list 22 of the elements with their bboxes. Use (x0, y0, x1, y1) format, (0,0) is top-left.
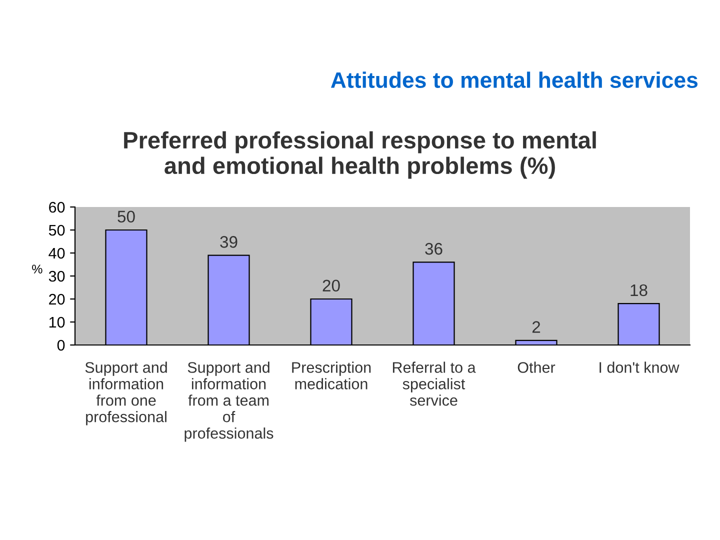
x-tick-label: Support and information from a team of professionals (184, 362, 274, 442)
chart-title: Preferred professional response to mental and emotional health problems (%) (124, 131, 596, 179)
chart-subtitle: Attitudes to mental health services (330, 72, 698, 88)
y-tick-label: 30 (48, 270, 65, 282)
x-tick-label: I don't know (600, 362, 680, 373)
y-tick-label: 0 (57, 340, 65, 351)
data-label: 50 (118, 210, 135, 223)
y-tick-label: 20 (49, 294, 65, 305)
x-tick-label: Referral to a specialist service (392, 362, 476, 406)
y-axis-title: % (32, 264, 42, 274)
y-tick-label: 50 (48, 224, 65, 236)
data-label: 36 (425, 242, 442, 255)
x-tick-label: Prescription medication (292, 362, 371, 390)
y-tick-label: 60 (49, 202, 65, 213)
y-tick-label: 40 (48, 248, 65, 259)
x-tick-label: Other (518, 362, 556, 373)
data-label: 18 (630, 284, 648, 296)
data-label: 20 (322, 280, 340, 292)
data-label: 2 (532, 321, 540, 333)
x-tick-label: Support and information from one professional (85, 362, 167, 426)
y-tick-label: 10 (49, 316, 65, 328)
data-label: 39 (220, 236, 238, 248)
